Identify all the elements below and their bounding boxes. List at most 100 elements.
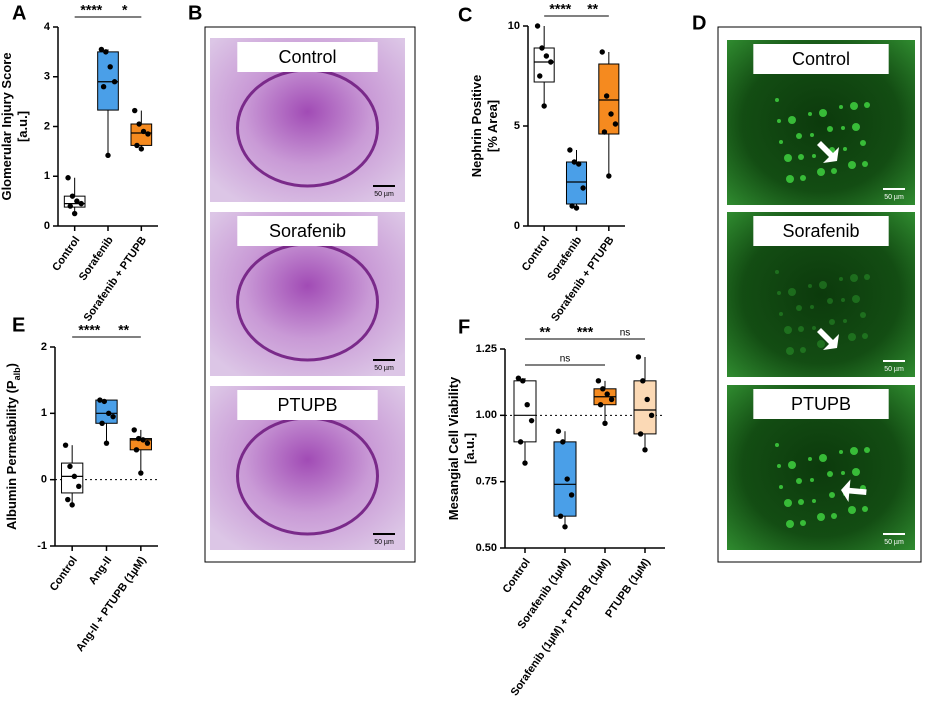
fluorescent-spot xyxy=(817,340,825,348)
x-tick-label: Ang-II + PTUPB (1µM) xyxy=(74,554,149,654)
fluorescent-spot xyxy=(852,468,860,476)
y-axis-label-part: [a.u.] xyxy=(15,111,30,142)
fluorescent-spot xyxy=(779,312,783,316)
y-tick-label: 10 xyxy=(508,20,520,32)
panel-letter: F xyxy=(458,316,470,338)
y-axis-label-part: [% Area] xyxy=(485,100,500,152)
fluorescent-spot xyxy=(784,499,792,507)
significance-label: ns xyxy=(620,328,631,339)
data-point xyxy=(517,439,524,445)
fluorescent-spot xyxy=(819,109,827,117)
scale-label: 50 µm xyxy=(884,539,904,546)
data-point xyxy=(573,205,580,211)
y-tick-label: 5 xyxy=(514,120,520,132)
data-point xyxy=(105,152,111,159)
panel-letter: B xyxy=(188,2,202,24)
caption-box xyxy=(753,44,889,74)
data-point xyxy=(534,23,541,29)
fluorescent-spot xyxy=(827,471,833,477)
data-point xyxy=(567,147,573,153)
data-point xyxy=(548,59,554,65)
data-point xyxy=(99,420,105,426)
data-point xyxy=(537,73,543,79)
data-point xyxy=(131,427,137,433)
data-point xyxy=(140,128,147,135)
panel-frame xyxy=(717,26,922,563)
fluorescent-spot xyxy=(841,298,845,302)
data-point xyxy=(69,193,76,199)
significance-label: ** xyxy=(587,1,598,17)
data-point xyxy=(65,496,71,503)
y-axis-label: Mesangial Cell Viability xyxy=(446,376,461,520)
y-axis-label: [% Area] xyxy=(485,100,500,152)
y-axis-label-part: Albumin Permeability (P xyxy=(4,380,19,530)
fluorescent-spot xyxy=(786,520,794,528)
data-point xyxy=(595,378,602,384)
x-tick-label: Control xyxy=(520,235,552,274)
data-point xyxy=(78,200,84,207)
data-point xyxy=(136,121,142,127)
data-point xyxy=(132,107,138,114)
y-tick-label: 1.25 xyxy=(476,343,497,355)
data-point xyxy=(608,111,614,117)
data-point xyxy=(642,447,648,453)
fluorescent-spot xyxy=(827,298,833,304)
fluorescent-spot xyxy=(798,499,804,505)
fluorescent-spot xyxy=(839,277,843,281)
fluorescent-spot xyxy=(852,295,860,303)
fluorescent-spot xyxy=(852,123,860,131)
significance-label: ns xyxy=(560,354,571,365)
fluorescent-spot xyxy=(829,492,835,498)
scale-label: 50 µm xyxy=(374,365,394,372)
data-point xyxy=(135,435,142,442)
fluorescent-spot xyxy=(812,154,816,158)
data-point xyxy=(528,417,535,424)
panel-letter: E xyxy=(12,314,25,336)
y-axis-label-part: [a.u.] xyxy=(462,433,477,464)
data-point xyxy=(110,413,116,420)
data-point xyxy=(562,524,568,530)
box xyxy=(95,399,118,424)
data-point xyxy=(524,402,530,408)
data-point xyxy=(67,463,73,470)
fluorescent-spot xyxy=(862,161,868,167)
fluorescent-spot xyxy=(860,140,866,146)
data-point xyxy=(69,502,75,508)
y-axis-label-part: Glomerular Injury Score xyxy=(0,52,14,200)
panel-letter: C xyxy=(458,4,472,26)
fluorescent-spot xyxy=(779,140,783,144)
data-point xyxy=(564,476,570,482)
fluorescent-spot xyxy=(843,147,847,151)
fluorescent-spot xyxy=(850,274,858,282)
y-tick-label: 4 xyxy=(44,21,51,33)
fluorescent-spot xyxy=(798,154,804,160)
fluorescent-spot xyxy=(819,281,827,289)
y-tick-label: -1 xyxy=(37,540,47,552)
fluorescent-spot xyxy=(808,457,812,461)
data-point xyxy=(133,447,140,453)
fluorescent-spot xyxy=(784,154,792,162)
data-point xyxy=(103,49,109,55)
data-point xyxy=(71,210,78,217)
fluorescent-spot xyxy=(798,326,804,332)
data-point xyxy=(576,161,582,167)
y-axis-label-part: Nephrin Positive xyxy=(469,75,484,178)
fluorescent-spot xyxy=(786,347,794,355)
data-point xyxy=(145,131,151,137)
caption-box xyxy=(237,390,378,420)
data-point xyxy=(606,173,612,179)
y-tick-label: 1 xyxy=(41,407,47,419)
significance-label: *** xyxy=(577,324,594,340)
fluorescent-spot xyxy=(812,499,816,503)
fluorescent-spot xyxy=(841,471,845,475)
fluorescent-spot xyxy=(788,288,796,296)
x-tick-label: Sorafenib + PTUPB xyxy=(549,234,617,323)
data-point xyxy=(76,483,82,489)
data-point xyxy=(612,121,619,127)
significance-label: ** xyxy=(540,324,551,340)
data-point xyxy=(599,49,605,55)
y-axis-label: [a.u.] xyxy=(15,111,30,142)
data-point xyxy=(98,46,105,53)
fluorescent-spot xyxy=(812,326,816,330)
